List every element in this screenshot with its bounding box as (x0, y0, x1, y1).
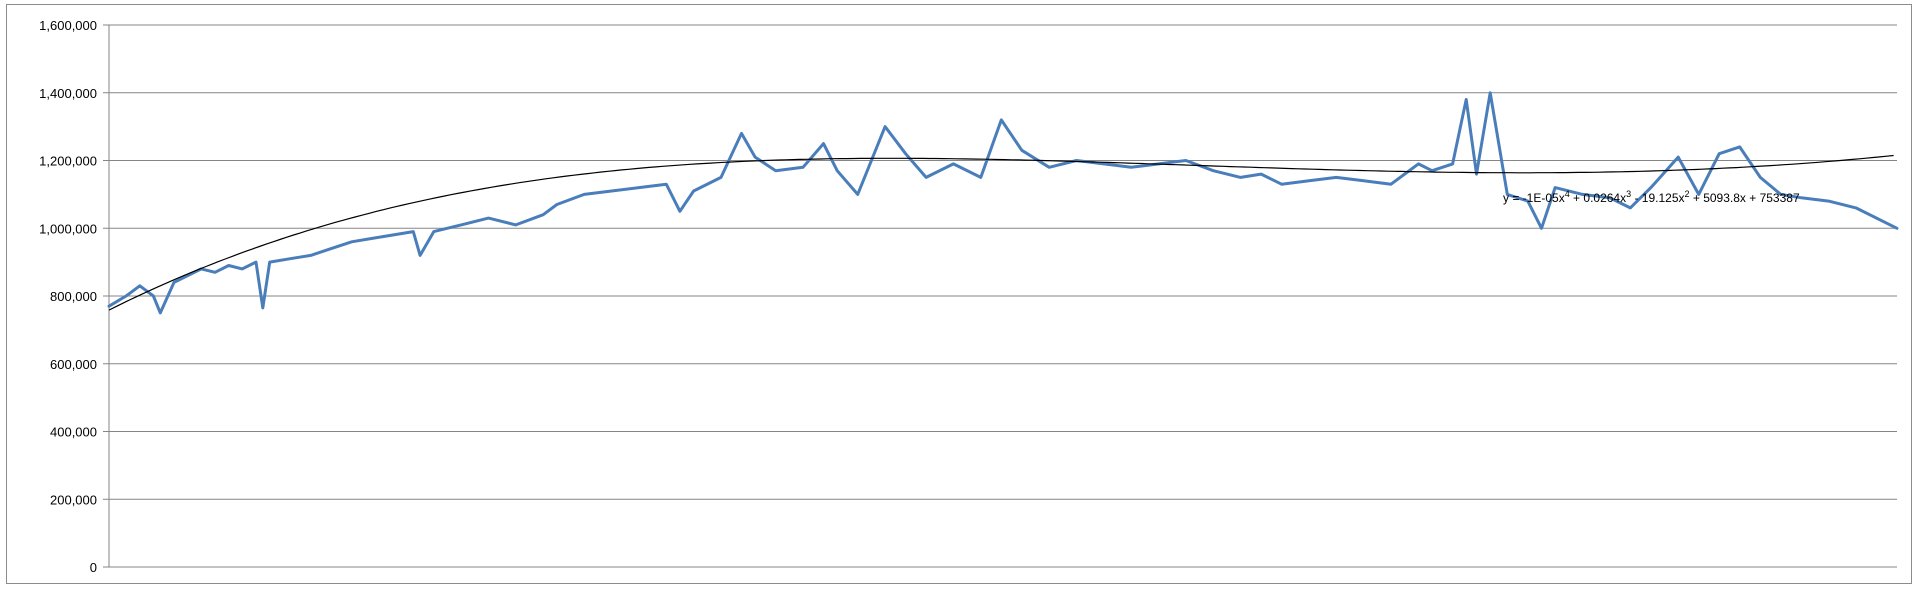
y-tick-label: 0 (90, 560, 97, 575)
y-tick-label: 200,000 (50, 492, 97, 507)
series-layer (107, 91, 1899, 315)
y-tick-label: 1,400,000 (39, 86, 97, 101)
axes (103, 24, 1897, 568)
chart-area: 0 200,000 400,000 600,000 800,000 1,000,000 1,… (6, 4, 1912, 584)
gridlines (109, 24, 1897, 568)
trendline-equation: y = -1E-05x4 + 0.0264x3 - 19.125x2 + 509… (1503, 189, 1800, 205)
series-line-1 (107, 91, 1899, 315)
y-tick-label: 400,000 (50, 425, 97, 440)
line-chart: 0 200,000 400,000 600,000 800,000 1,000,000 1,… (39, 18, 1899, 575)
y-tick-label: 1,200,000 (39, 154, 97, 169)
trendline-layer (108, 154, 1894, 311)
trendline (108, 154, 1894, 311)
y-tick-label: 600,000 (50, 357, 97, 372)
y-tick-label: 800,000 (50, 289, 97, 304)
y-axis-tick-labels: 0 200,000 400,000 600,000 800,000 1,000,000 1,… (39, 18, 97, 575)
y-tick-label: 1,000,000 (39, 221, 97, 236)
y-tick-label: 1,600,000 (39, 18, 97, 33)
